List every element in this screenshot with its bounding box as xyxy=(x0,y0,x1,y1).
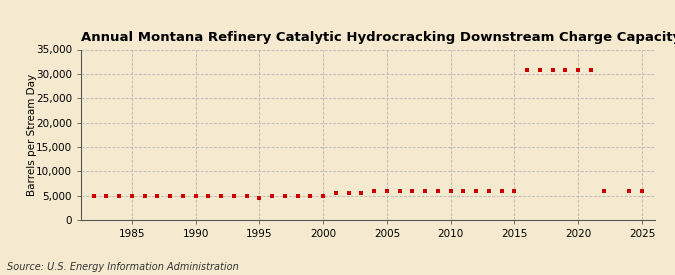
Y-axis label: Barrels per Stream Day: Barrels per Stream Day xyxy=(27,74,36,196)
Text: Source: U.S. Energy Information Administration: Source: U.S. Energy Information Administ… xyxy=(7,262,238,272)
Text: Annual Montana Refinery Catalytic Hydrocracking Downstream Charge Capacity as of: Annual Montana Refinery Catalytic Hydroc… xyxy=(81,31,675,44)
